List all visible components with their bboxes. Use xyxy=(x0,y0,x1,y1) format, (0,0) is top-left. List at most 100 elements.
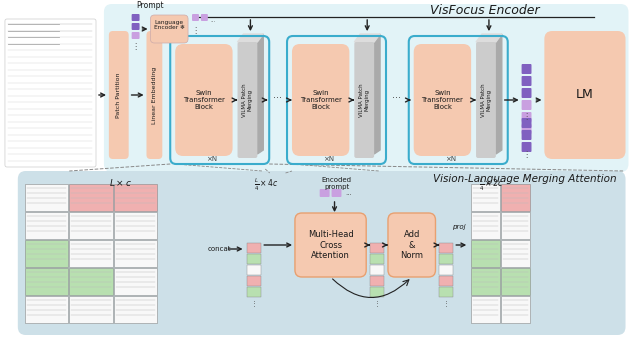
Bar xyxy=(501,212,529,239)
Bar xyxy=(370,265,384,275)
Text: Swin
Transformer
Block: Swin Transformer Block xyxy=(422,90,463,110)
Bar xyxy=(248,265,261,275)
FancyBboxPatch shape xyxy=(522,76,531,86)
Text: ···: ··· xyxy=(345,192,352,198)
FancyBboxPatch shape xyxy=(5,19,96,167)
FancyBboxPatch shape xyxy=(201,14,208,21)
FancyBboxPatch shape xyxy=(522,64,531,74)
Text: concat: concat xyxy=(208,246,232,252)
FancyBboxPatch shape xyxy=(109,31,129,159)
Bar xyxy=(471,184,500,211)
Text: ⋮: ⋮ xyxy=(522,112,531,121)
FancyBboxPatch shape xyxy=(476,42,496,158)
FancyBboxPatch shape xyxy=(522,100,531,110)
FancyBboxPatch shape xyxy=(320,189,330,197)
Polygon shape xyxy=(374,34,380,154)
Bar xyxy=(501,240,529,267)
Text: VILMA Patch
Merging: VILMA Patch Merging xyxy=(481,83,492,117)
Text: $\frac{L}{4}\times 2c$: $\frac{L}{4}\times 2c$ xyxy=(479,177,503,193)
Bar xyxy=(501,296,529,323)
Bar xyxy=(440,265,453,275)
Text: ···: ··· xyxy=(273,93,282,103)
Bar xyxy=(471,296,500,323)
Bar xyxy=(248,276,261,286)
FancyBboxPatch shape xyxy=(332,189,342,197)
Bar xyxy=(25,212,68,239)
Text: Vision-Language Merging Attention: Vision-Language Merging Attention xyxy=(433,174,616,184)
Text: ⋮: ⋮ xyxy=(374,300,381,306)
Text: ×N: ×N xyxy=(206,156,218,162)
FancyBboxPatch shape xyxy=(413,44,471,156)
Text: Patch Partition: Patch Partition xyxy=(116,72,121,118)
Bar xyxy=(69,184,113,211)
Bar xyxy=(248,254,261,264)
Bar xyxy=(440,276,453,286)
FancyBboxPatch shape xyxy=(192,14,199,21)
Bar xyxy=(440,243,453,253)
Text: Add
&
Norm: Add & Norm xyxy=(400,230,423,260)
Bar xyxy=(370,254,384,264)
Text: VILMA Patch
Merging: VILMA Patch Merging xyxy=(242,83,253,117)
Bar xyxy=(501,184,529,211)
FancyBboxPatch shape xyxy=(175,44,232,156)
Text: Multi-Head
Cross
Attention: Multi-Head Cross Attention xyxy=(308,230,353,260)
FancyBboxPatch shape xyxy=(18,171,625,335)
Bar xyxy=(440,287,453,297)
Text: LM: LM xyxy=(576,89,594,101)
FancyBboxPatch shape xyxy=(522,142,531,152)
Text: Swin
Transformer
Block: Swin Transformer Block xyxy=(183,90,225,110)
Bar xyxy=(69,212,113,239)
FancyBboxPatch shape xyxy=(522,118,531,128)
Bar xyxy=(69,240,113,267)
Text: ⋮: ⋮ xyxy=(522,151,531,159)
FancyBboxPatch shape xyxy=(522,130,531,140)
Text: ...: ... xyxy=(210,19,216,24)
Bar xyxy=(114,184,157,211)
FancyBboxPatch shape xyxy=(237,42,257,158)
Polygon shape xyxy=(237,34,263,42)
Polygon shape xyxy=(476,34,502,42)
FancyBboxPatch shape xyxy=(522,88,531,98)
FancyBboxPatch shape xyxy=(388,213,435,277)
Bar xyxy=(248,243,261,253)
Bar xyxy=(471,240,500,267)
Text: $\frac{L}{4}\times 4c$: $\frac{L}{4}\times 4c$ xyxy=(254,177,278,193)
Bar xyxy=(114,296,157,323)
Text: ···: ··· xyxy=(392,93,401,103)
FancyBboxPatch shape xyxy=(522,124,531,134)
Bar xyxy=(114,240,157,267)
Bar xyxy=(370,276,384,286)
Bar xyxy=(25,240,68,267)
FancyBboxPatch shape xyxy=(147,31,163,159)
Text: ⋮: ⋮ xyxy=(251,300,258,306)
FancyBboxPatch shape xyxy=(545,31,625,159)
Text: Language
Encoder ❄: Language Encoder ❄ xyxy=(154,20,185,30)
Polygon shape xyxy=(496,34,502,154)
Polygon shape xyxy=(355,34,380,42)
Bar xyxy=(248,287,261,297)
FancyBboxPatch shape xyxy=(132,14,140,21)
Text: Linear Embedding: Linear Embedding xyxy=(152,66,157,124)
Text: Encoded
prompt: Encoded prompt xyxy=(321,177,351,189)
FancyBboxPatch shape xyxy=(355,42,374,158)
Text: ×N: ×N xyxy=(323,156,334,162)
Text: ⋮: ⋮ xyxy=(131,42,140,52)
Bar xyxy=(25,296,68,323)
FancyBboxPatch shape xyxy=(292,44,349,156)
Bar xyxy=(471,268,500,295)
Text: ×N: ×N xyxy=(445,156,456,162)
Text: Prompt: Prompt xyxy=(136,1,164,10)
Bar xyxy=(440,254,453,264)
Bar xyxy=(114,268,157,295)
Text: proj: proj xyxy=(452,224,466,230)
Text: ⋮: ⋮ xyxy=(443,300,450,306)
Bar xyxy=(25,268,68,295)
Text: VisFocus Encoder: VisFocus Encoder xyxy=(430,4,540,18)
Polygon shape xyxy=(257,34,263,154)
Bar xyxy=(114,212,157,239)
Bar xyxy=(69,296,113,323)
Text: ⋮: ⋮ xyxy=(191,26,199,34)
FancyBboxPatch shape xyxy=(522,112,531,122)
Text: Swin
Transformer
Block: Swin Transformer Block xyxy=(300,90,342,110)
Bar xyxy=(25,184,68,211)
